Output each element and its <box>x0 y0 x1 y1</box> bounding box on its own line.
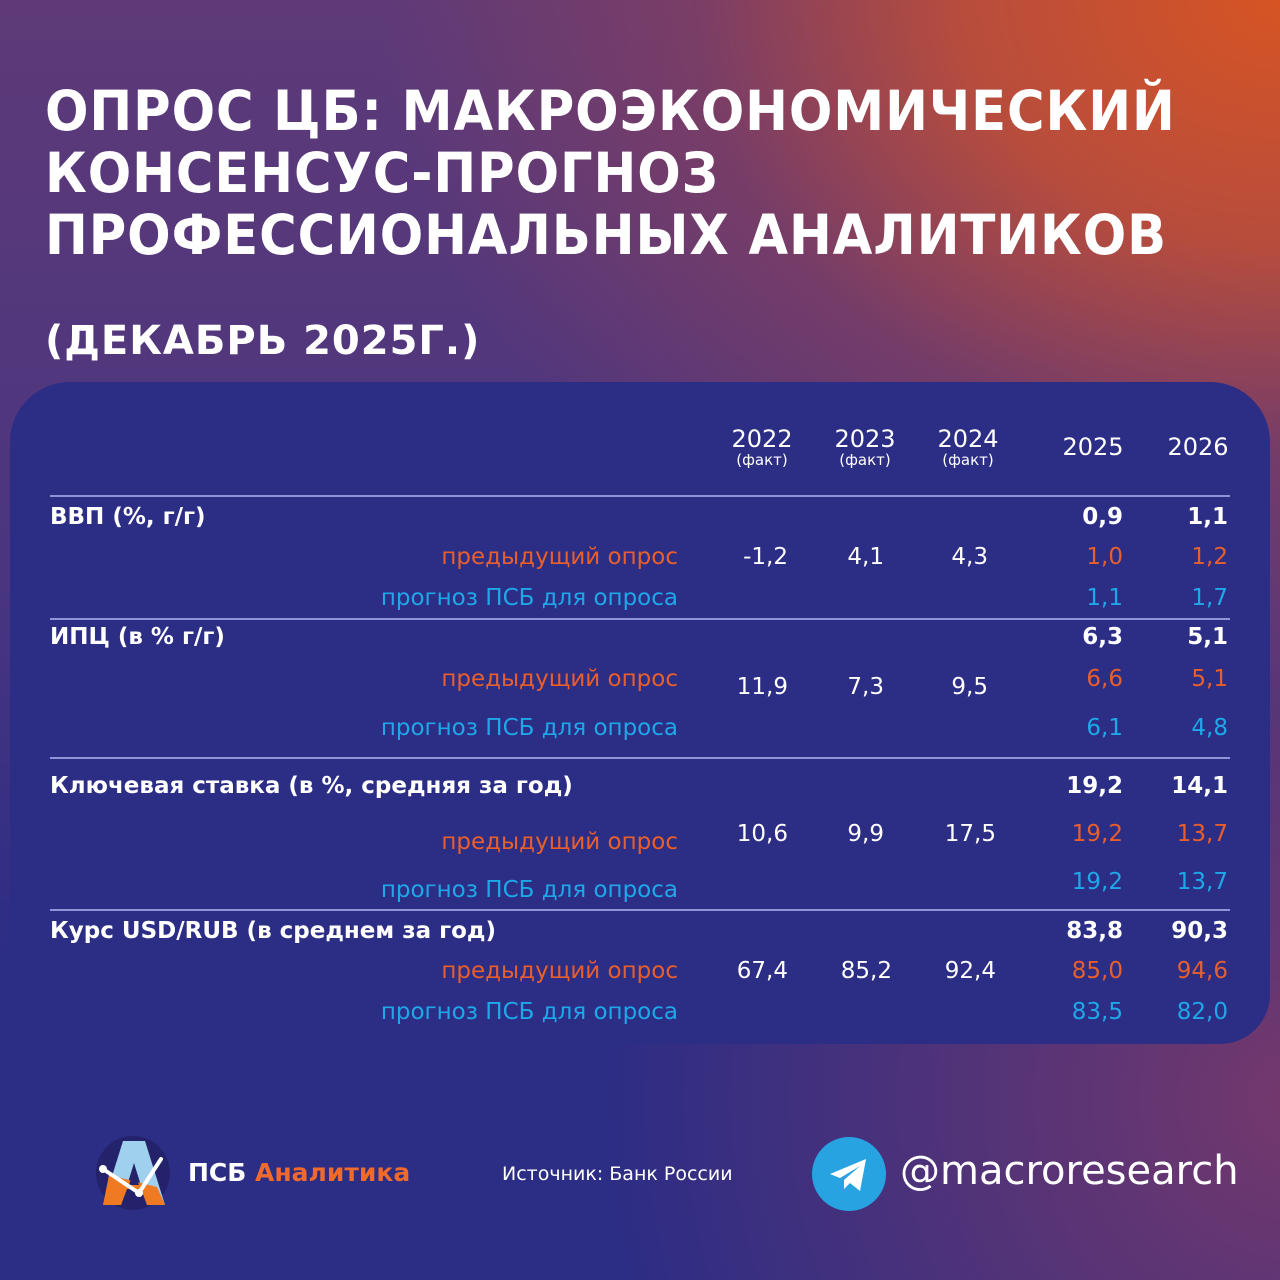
rate-psb-label: прогноз ПСБ для опроса <box>380 877 678 903</box>
divider <box>50 495 1230 497</box>
rate-2022: 10,6 <box>736 821 788 847</box>
divider <box>50 909 1230 911</box>
fx-psb-label: прогноз ПСБ для опроса <box>380 999 678 1025</box>
row-label-gdp: ВВП (%, г/г) <box>50 504 206 530</box>
row-label-usd-rub: Курс USD/RUB (в среднем за год) <box>50 918 496 944</box>
cpi-psb-2025: 6,1 <box>1086 715 1123 741</box>
fx-2025: 83,8 <box>1066 918 1123 944</box>
title-line-1: ОПРОС ЦБ: МАКРОЭКОНОМИЧЕСКИЙ <box>45 79 1176 143</box>
cpi-2026: 5,1 <box>1187 624 1228 650</box>
telegram-handle-link[interactable]: @macroresearch <box>900 1148 1239 1194</box>
rate-prev-2026: 13,7 <box>1176 821 1228 847</box>
fx-psb-2026: 82,0 <box>1176 999 1228 1025</box>
title-line-2: КОНСЕНСУС-ПРОГНОЗ <box>45 141 719 205</box>
col-header-2023: 2023 (факт) <box>834 425 896 469</box>
fx-prev-2026: 94,6 <box>1176 958 1228 984</box>
col-header-2026: 2026 <box>1167 433 1229 461</box>
gdp-psb-2025: 1,1 <box>1086 585 1123 611</box>
page-title: ОПРОС ЦБ: МАКРОЭКОНОМИЧЕСКИЙ КОНСЕНСУС-П… <box>45 80 1245 266</box>
source-note: Источник: Банк России <box>502 1163 733 1185</box>
rate-psb-2025: 19,2 <box>1071 869 1123 895</box>
rate-2024: 17,5 <box>944 821 996 847</box>
title-line-3: ПРОФЕССИОНАЛЬНЫХ АНАЛИТИКОВ <box>45 203 1168 267</box>
page-subtitle: (ДЕКАБРЬ 2025Г.) <box>45 318 481 364</box>
rate-previous-label: предыдущий опрос <box>441 829 678 855</box>
divider <box>50 618 1230 620</box>
gdp-2022: -1,2 <box>743 544 788 570</box>
cpi-2023: 7,3 <box>847 674 884 700</box>
cpi-2022: 11,9 <box>736 674 788 700</box>
cpi-2024: 9,5 <box>951 674 988 700</box>
row-label-cpi: ИПЦ (в % г/г) <box>50 624 225 650</box>
gdp-2026: 1,1 <box>1187 504 1228 530</box>
cpi-prev-2025: 6,6 <box>1086 666 1123 692</box>
cpi-2025: 6,3 <box>1082 624 1123 650</box>
gdp-prev-2026: 1,2 <box>1191 544 1228 570</box>
rate-prev-2025: 19,2 <box>1071 821 1123 847</box>
row-label-key-rate: Ключевая ставка (в %, средняя за год) <box>50 773 573 799</box>
gdp-previous-label: предыдущий опрос <box>441 544 678 570</box>
fx-previous-label: предыдущий опрос <box>441 958 678 984</box>
gdp-2023: 4,1 <box>847 544 884 570</box>
fx-psb-2025: 83,5 <box>1071 999 1123 1025</box>
fx-2024: 92,4 <box>944 958 996 984</box>
gdp-prev-2025: 1,0 <box>1086 544 1123 570</box>
col-header-2025: 2025 <box>1062 433 1124 461</box>
cpi-psb-2026: 4,8 <box>1191 715 1228 741</box>
rate-2026: 14,1 <box>1171 773 1228 799</box>
fx-2023: 85,2 <box>840 958 892 984</box>
rate-psb-2026: 13,7 <box>1176 869 1228 895</box>
fx-2026: 90,3 <box>1171 918 1228 944</box>
col-header-2024: 2024 (факт) <box>937 425 999 469</box>
gdp-2024: 4,3 <box>951 544 988 570</box>
fx-2022: 67,4 <box>736 958 788 984</box>
psb-analytics-logo-icon <box>95 1135 171 1211</box>
divider <box>50 757 1230 759</box>
col-header-2022: 2022 (факт) <box>731 425 793 469</box>
cpi-previous-label: предыдущий опрос <box>441 666 678 692</box>
cpi-psb-label: прогноз ПСБ для опроса <box>380 715 678 741</box>
forecast-table-card: 2022 (факт) 2023 (факт) 2024 (факт) 2025… <box>10 382 1270 1044</box>
telegram-icon[interactable] <box>812 1137 886 1211</box>
cpi-prev-2026: 5,1 <box>1191 666 1228 692</box>
rate-2025: 19,2 <box>1066 773 1123 799</box>
gdp-psb-label: прогноз ПСБ для опроса <box>380 585 678 611</box>
rate-2023: 9,9 <box>847 821 884 847</box>
brand-name: ПСБ Аналитика <box>188 1158 411 1187</box>
fx-prev-2025: 85,0 <box>1071 958 1123 984</box>
gdp-2025: 0,9 <box>1082 504 1123 530</box>
gdp-psb-2026: 1,7 <box>1191 585 1228 611</box>
